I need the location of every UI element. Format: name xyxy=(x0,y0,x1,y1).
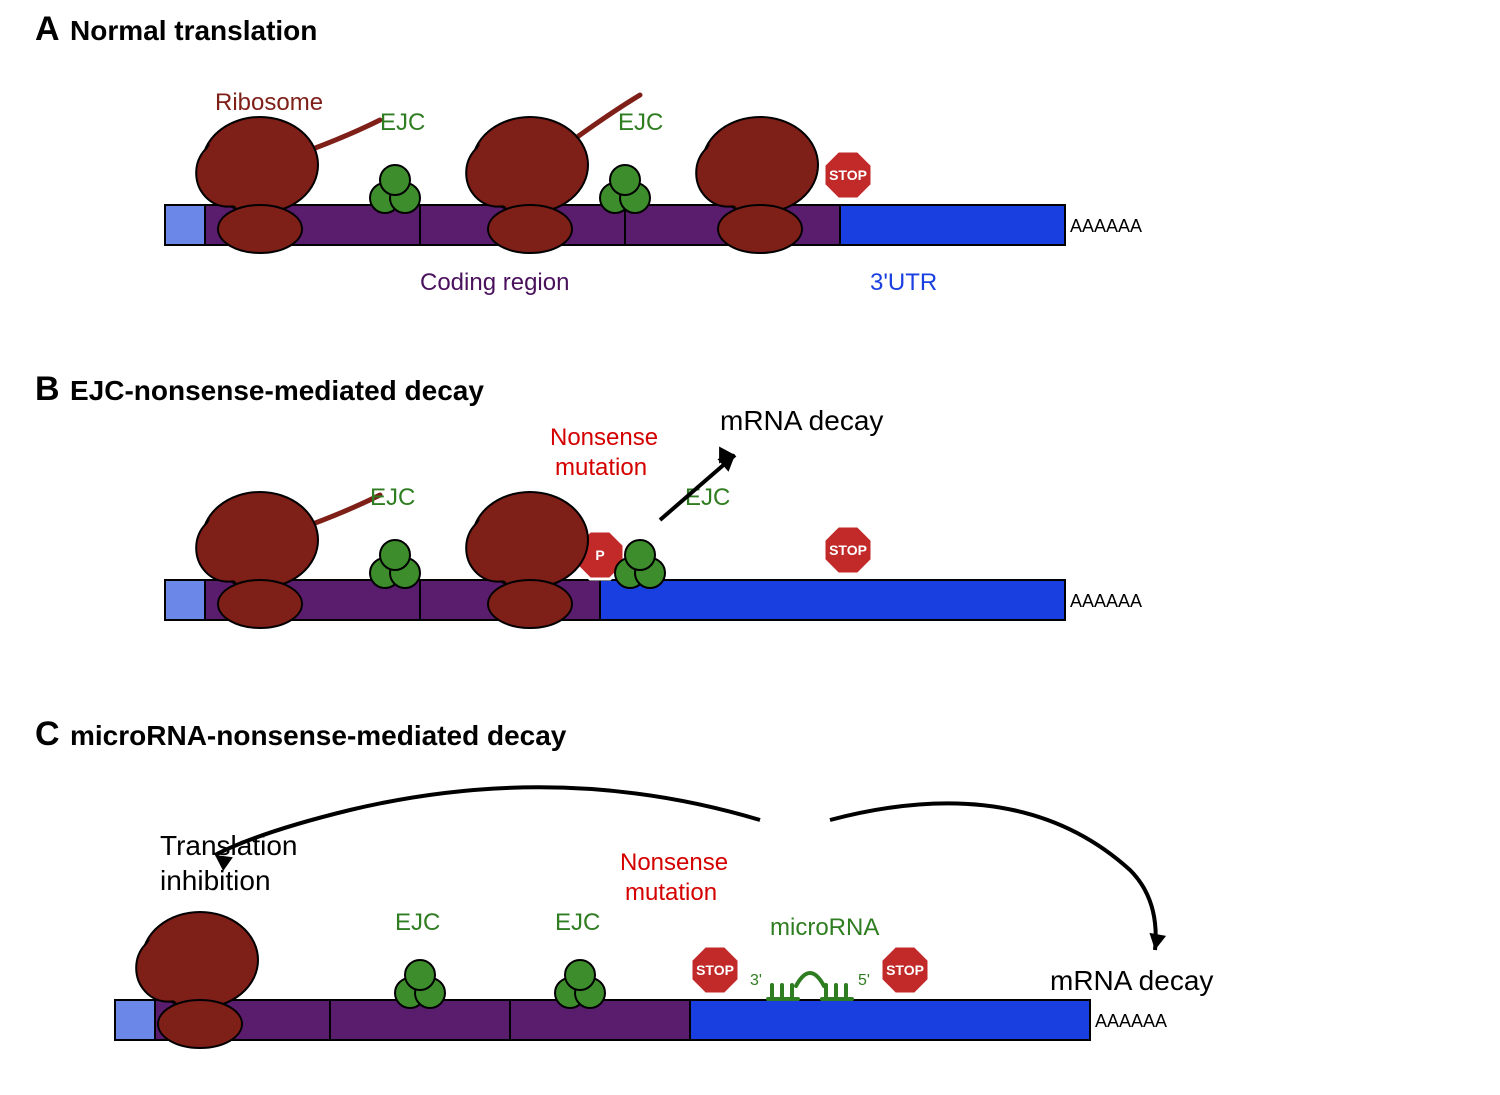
diagram-label: Nonsense xyxy=(550,424,658,451)
utr3-region xyxy=(600,580,1065,620)
ejc-icon xyxy=(370,540,420,588)
diagram-label: mutation xyxy=(555,454,647,481)
panel-letter: A xyxy=(35,10,60,48)
diagram-label: 5' xyxy=(858,972,870,989)
svg-text:STOP: STOP xyxy=(829,167,867,183)
panel-title: EJC-nonsense-mediated decay xyxy=(70,375,484,406)
diagram-label: EJC xyxy=(618,109,663,136)
diagram-label: Translation xyxy=(160,830,297,861)
arrow-head xyxy=(1149,933,1166,950)
ejc-icon xyxy=(600,165,650,213)
utr3-region xyxy=(840,205,1065,245)
stop-sign-icon: STOP xyxy=(824,526,872,574)
panel-title: Normal translation xyxy=(70,15,317,46)
diagram-label: EJC xyxy=(555,909,600,936)
diagram-label: Nonsense xyxy=(620,849,728,876)
diagram-label: Coding region xyxy=(420,269,569,296)
svg-text:STOP: STOP xyxy=(696,962,734,978)
diagram-label: EJC xyxy=(395,909,440,936)
utr5-region xyxy=(165,205,205,245)
panel-letter: B xyxy=(35,370,60,408)
diagram-label: Ribosome xyxy=(215,89,323,116)
diagram-label: 3'UTR xyxy=(870,269,937,296)
stop-sign-icon: STOP xyxy=(881,946,929,994)
diagram-label: mRNA decay xyxy=(1050,965,1213,996)
diagram-label: microRNA xyxy=(770,914,879,941)
panel-letter: C xyxy=(35,715,60,753)
svg-text:STOP: STOP xyxy=(886,962,924,978)
diagram-label: EJC xyxy=(380,109,425,136)
polya-tail: AAAAAA xyxy=(1095,1011,1167,1031)
diagram-label: mRNA decay xyxy=(720,405,883,436)
utr5-region xyxy=(165,580,205,620)
polya-tail: AAAAAA xyxy=(1070,591,1142,611)
diagram-label: 3' xyxy=(750,972,762,989)
diagram-label: EJC xyxy=(370,484,415,511)
diagram-label: mutation xyxy=(625,879,717,906)
ejc-icon xyxy=(370,165,420,213)
diagram-label: inhibition xyxy=(160,865,271,896)
polya-tail: AAAAAA xyxy=(1070,216,1142,236)
svg-text:STOP: STOP xyxy=(829,542,867,558)
microrna-icon xyxy=(768,973,852,999)
utr3-region xyxy=(690,1000,1090,1040)
ejc-icon xyxy=(395,960,445,1008)
panel-title: microRNA-nonsense-mediated decay xyxy=(70,720,567,751)
utr5-region xyxy=(115,1000,155,1040)
ejc-icon xyxy=(555,960,605,1008)
stop-sign-icon: STOP xyxy=(691,946,739,994)
stop-sign-icon: STOP xyxy=(824,151,872,199)
svg-text:P: P xyxy=(595,547,604,563)
diagram-label: EJC xyxy=(685,484,730,511)
